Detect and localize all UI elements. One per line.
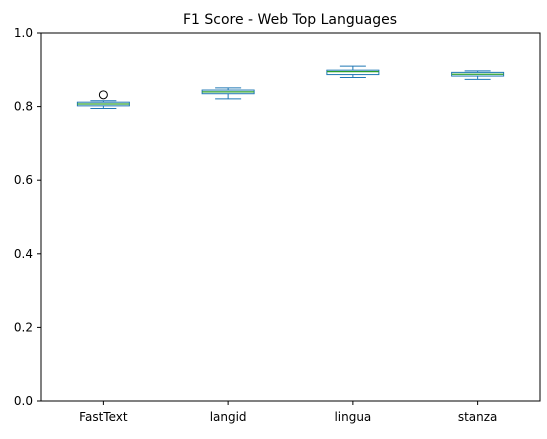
y-tick-label: 0.2 — [14, 320, 33, 334]
plot-area: 0.0 0.2 0.4 0.6 0.8 1.0 FastText langid lingua st… — [14, 26, 541, 424]
x-tick-label: FastText — [79, 410, 128, 424]
y-tick-label: 0.4 — [14, 247, 33, 261]
y-tick-label: 0.0 — [14, 394, 33, 408]
box-iqr — [326, 69, 380, 76]
x-tick-label: lingua — [334, 410, 371, 424]
outlier-point — [98, 90, 108, 100]
plot-frame — [40, 32, 541, 402]
y-tick-label: 1.0 — [14, 26, 33, 40]
y-tick-label: 0.8 — [14, 100, 33, 114]
y-tick-label: 0.6 — [14, 173, 33, 187]
x-tick-label: stanza — [458, 410, 498, 424]
x-tick-label: langid — [210, 410, 247, 424]
chart-title: F1 Score - Web Top Languages — [183, 12, 397, 28]
